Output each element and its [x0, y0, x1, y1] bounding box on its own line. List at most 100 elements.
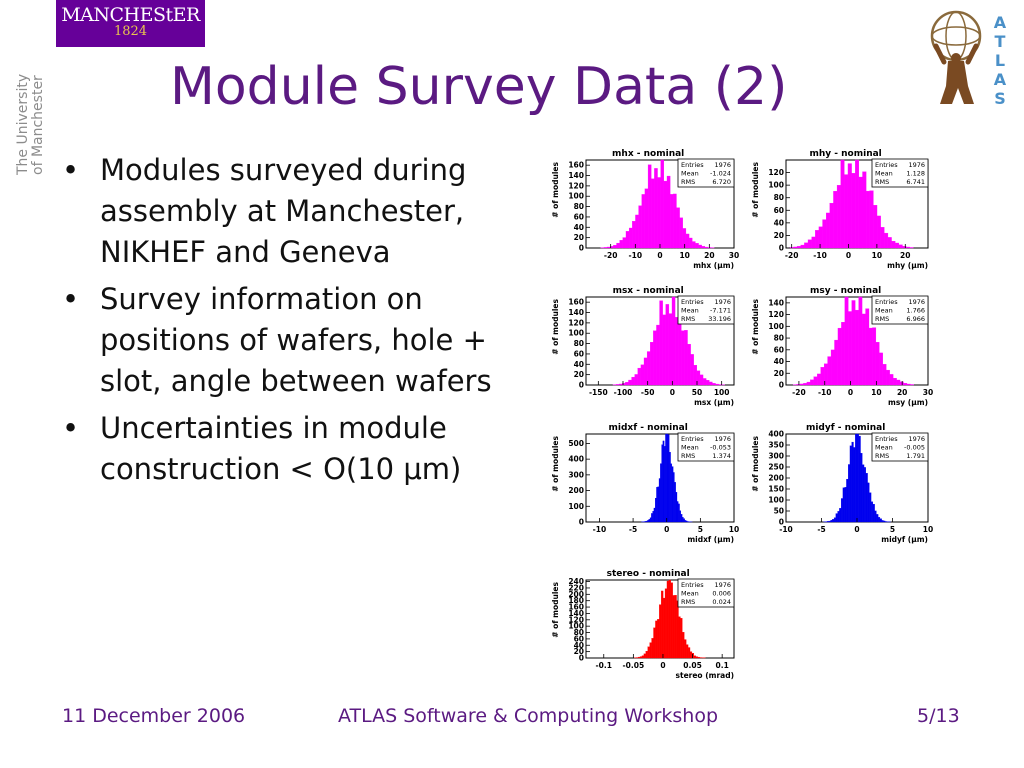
x-axis-label: midyf (μm)	[881, 535, 928, 544]
histogram-bar	[644, 188, 649, 249]
histogram-bar	[839, 508, 842, 523]
atlas-logo: ATLAS	[930, 10, 1007, 108]
histogram-bar	[815, 230, 820, 249]
histogram-bar	[884, 232, 889, 249]
histogram-bar	[653, 330, 657, 386]
histogram-bar	[851, 300, 856, 386]
y-tick-label: 400	[768, 430, 784, 439]
histogram-bar	[681, 330, 685, 386]
bullet-item: • Modules surveyed during assembly at Man…	[62, 153, 467, 269]
histogram-bar	[655, 620, 658, 659]
histogram-bar	[865, 190, 870, 249]
stats-box-frame	[871, 295, 929, 325]
histogram-bar	[865, 473, 868, 523]
histogram-bar	[697, 656, 700, 659]
y-tick-label: 0	[779, 244, 784, 253]
histogram-bars	[612, 296, 725, 386]
histogram-bar	[671, 296, 676, 386]
histogram-bar	[892, 377, 897, 386]
histogram-bar	[829, 202, 834, 249]
histogram-bar	[862, 171, 867, 249]
y-tick-label: 0	[579, 654, 584, 663]
histogram-bar	[647, 520, 649, 523]
stats-key: Mean	[681, 170, 699, 178]
histogram-bar	[654, 168, 658, 249]
stats-value: 6.741	[906, 178, 925, 186]
y-tick-label: 40	[574, 641, 584, 650]
histogram-bar	[673, 193, 677, 249]
histogram-bar	[676, 600, 679, 659]
histogram-bar	[793, 246, 798, 249]
histogram-bar	[699, 374, 704, 386]
stats-key: Mean	[681, 307, 699, 315]
histogram-bar	[656, 324, 660, 386]
y-tick-label: 300	[768, 452, 784, 461]
histogram-bar	[662, 597, 666, 659]
histogram-bar	[704, 246, 709, 249]
stats-key: Mean	[875, 307, 893, 315]
histogram-bar	[687, 647, 691, 659]
x-tick-label: 5	[890, 525, 895, 534]
x-tick-label: 0.05	[683, 661, 702, 670]
y-tick-label: 20	[774, 369, 784, 378]
plot-title: stereo - nominal	[607, 569, 690, 579]
histogram-bar	[844, 296, 849, 386]
histogram-bar	[883, 520, 886, 523]
histogram-bar	[841, 322, 845, 386]
x-tick-label: 50	[692, 388, 702, 397]
histogram-bar	[679, 217, 683, 249]
histogram-bars	[600, 159, 715, 249]
histogram-bar	[646, 520, 648, 523]
y-tick-label: 80	[574, 339, 584, 348]
y-tick-label: 60	[774, 206, 784, 215]
histogram-bar	[661, 590, 664, 659]
histogram-bars	[634, 579, 706, 659]
y-axis-label: # of modules	[551, 298, 560, 354]
histogram-bar	[879, 518, 882, 523]
stats-box-frame	[677, 578, 735, 608]
histogram-bar	[680, 514, 683, 523]
y-tick-label: 240	[568, 577, 584, 586]
histogram-bar	[676, 207, 680, 249]
histogram-bar	[833, 191, 838, 249]
histogram-midxf: midxf - nominal -10 -5 0 5 10 0 100 200 300 400 500…	[548, 420, 746, 548]
histogram-bar	[848, 464, 851, 523]
stats-value: -0.005	[904, 444, 925, 452]
histogram-bar	[625, 382, 629, 386]
y-tick-label: 100	[568, 502, 584, 511]
histogram-bar	[641, 194, 646, 249]
stats-box: Entries 1976 Mean -0.053 RMS 1.374	[677, 432, 735, 462]
histogram-bar	[701, 246, 706, 249]
histogram-bar	[910, 384, 914, 386]
histogram-bar	[670, 582, 673, 659]
y-tick-label: 140	[568, 308, 584, 317]
histogram-bar	[657, 619, 660, 659]
histogram-bar	[886, 369, 890, 386]
histogram-bar	[643, 653, 646, 659]
histogram-bar	[662, 440, 665, 523]
y-tick-label: 20	[574, 370, 584, 379]
x-axis-label: mhy (μm)	[887, 261, 928, 270]
histogram-bar	[641, 655, 645, 659]
histogram-bar	[718, 384, 722, 386]
histogram-bar	[651, 638, 654, 659]
y-tick-label: 40	[774, 357, 784, 366]
histogram-bar	[674, 317, 679, 386]
stats-value: 1.374	[712, 452, 731, 460]
stats-value: 1.791	[906, 452, 925, 460]
footer-event: ATLAS Software & Computing Workshop	[338, 705, 719, 727]
stats-box: Entries 1976 Mean 0.006 RMS 0.024	[677, 578, 735, 608]
histogram-bar	[631, 376, 635, 386]
atlas-figure-icon	[930, 10, 982, 104]
histogram-bar	[670, 463, 673, 523]
histogram-bar	[653, 627, 656, 659]
histogram-bar	[820, 367, 825, 386]
histogram-bar	[879, 352, 883, 386]
histogram-bar	[882, 364, 887, 386]
x-tick-label: 5	[698, 525, 703, 534]
bullet-text: Uncertainties in module construction < O…	[100, 411, 462, 486]
stats-value: 0.024	[712, 598, 731, 606]
y-tick-label: 250	[768, 463, 784, 472]
x-tick-label: -20	[785, 251, 799, 260]
histogram-bar	[657, 177, 661, 249]
